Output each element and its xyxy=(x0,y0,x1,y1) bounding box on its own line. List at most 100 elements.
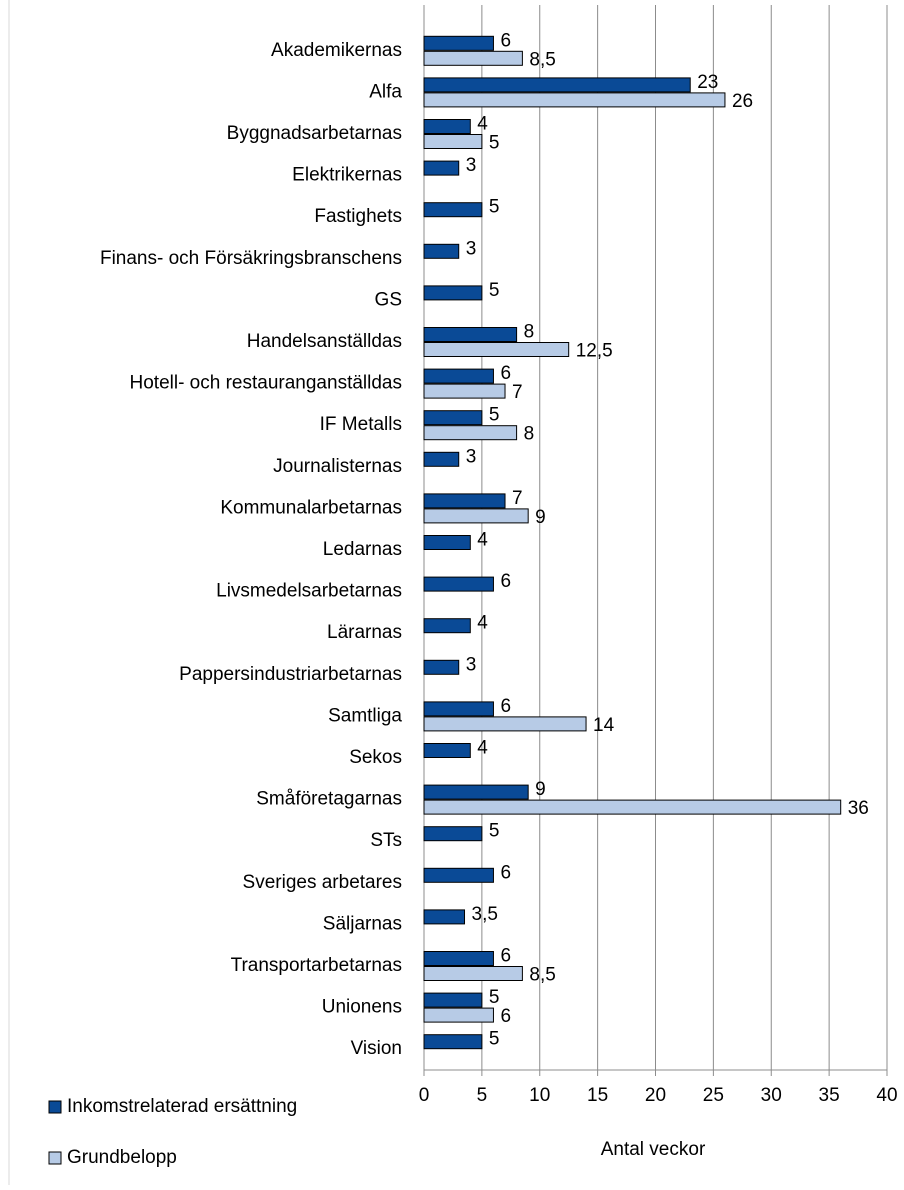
value-label: 6 xyxy=(500,30,511,51)
legend-label: Inkomstrelaterad ersättning xyxy=(67,1096,297,1117)
y-tick-label: Byggnadsarbetarnas xyxy=(227,123,402,144)
value-label: 5 xyxy=(489,133,500,154)
y-tick-label: Alfa xyxy=(369,81,402,102)
bar xyxy=(423,202,483,218)
legend-swatch xyxy=(48,1151,62,1165)
value-label: 26 xyxy=(732,91,753,112)
bar xyxy=(423,992,483,1008)
bar xyxy=(423,35,494,51)
value-label: 8,5 xyxy=(529,965,555,986)
value-label: 3,5 xyxy=(472,904,498,925)
value-label: 3 xyxy=(466,155,477,176)
value-label: 6 xyxy=(500,571,511,592)
value-label: 5 xyxy=(489,1029,500,1050)
y-tick-label: IF Metalls xyxy=(320,414,402,435)
bar xyxy=(423,285,483,301)
bar xyxy=(423,659,460,675)
bar xyxy=(423,342,570,357)
x-tick-label: 35 xyxy=(819,1085,840,1106)
y-tick-label: Handelsanställdas xyxy=(247,331,402,352)
y-tick-label: Sveriges arbetares xyxy=(243,872,402,893)
bar xyxy=(423,716,587,732)
bar xyxy=(423,951,494,966)
value-label: 6 xyxy=(500,1006,511,1027)
value-label: 5 xyxy=(489,405,500,426)
value-label: 23 xyxy=(697,72,718,93)
y-tick-label: Sekos xyxy=(349,747,402,768)
y-tick-label: Fastighets xyxy=(314,206,402,227)
bar xyxy=(423,451,460,467)
bar xyxy=(423,867,494,883)
y-tick-label: Livsmedelsarbetarnas xyxy=(216,581,402,602)
x-tick-label: 40 xyxy=(876,1085,897,1106)
bar xyxy=(423,425,518,441)
x-tick-label: 30 xyxy=(761,1085,782,1106)
y-tick-label: Säljarnas xyxy=(323,913,402,934)
value-label: 9 xyxy=(535,507,546,528)
value-label: 12,5 xyxy=(576,341,613,362)
bar xyxy=(423,77,691,93)
value-label: 36 xyxy=(848,798,869,819)
bar xyxy=(423,618,471,634)
bar xyxy=(423,493,506,509)
bar xyxy=(423,508,529,524)
bar xyxy=(423,327,518,342)
bar xyxy=(423,909,466,925)
y-tick-label: STs xyxy=(370,830,402,851)
y-tick-label: Småföretagarnas xyxy=(256,789,402,810)
x-tick-label: 25 xyxy=(703,1085,724,1106)
value-label: 6 xyxy=(500,862,511,883)
value-label: 3 xyxy=(466,238,477,259)
y-tick-label: Lärarnas xyxy=(327,622,402,643)
y-tick-label: Ledarnas xyxy=(323,539,402,560)
bar xyxy=(423,966,523,981)
y-tick-label: GS xyxy=(375,289,402,310)
value-label: 3 xyxy=(466,446,477,467)
bar xyxy=(423,701,494,717)
bar xyxy=(423,535,471,550)
bar xyxy=(423,92,726,108)
bar xyxy=(423,134,483,149)
y-tick-label: Elektrikernas xyxy=(292,165,402,186)
y-tick-label: Unionens xyxy=(322,997,402,1018)
y-tick-label: Samtliga xyxy=(328,705,402,726)
legend-label: Grundbelopp xyxy=(67,1147,177,1168)
value-label: 7 xyxy=(512,488,523,509)
value-label: 14 xyxy=(593,715,615,736)
x-tick-label: 0 xyxy=(419,1085,430,1106)
x-axis-title: Antal veckor xyxy=(601,1139,706,1160)
legend-swatch xyxy=(48,1100,62,1114)
value-label: 4 xyxy=(477,738,488,759)
x-tick-label: 20 xyxy=(645,1085,666,1106)
y-tick-label: Kommunalarbetarnas xyxy=(220,497,402,518)
value-label: 5 xyxy=(489,280,500,301)
y-tick-label: Journalisternas xyxy=(273,456,402,477)
bar xyxy=(423,410,483,426)
value-label: 6 xyxy=(500,946,511,967)
bar xyxy=(423,784,529,800)
bar xyxy=(423,383,506,399)
bar xyxy=(423,243,460,259)
bar xyxy=(423,119,471,134)
y-tick-label: Pappersindustriarbetarnas xyxy=(179,664,402,685)
bar xyxy=(423,743,471,758)
y-tick-label: Hotell- och restauranganställdas xyxy=(130,373,403,394)
value-label: 8 xyxy=(524,322,535,343)
value-label: 4 xyxy=(477,114,488,135)
value-label: 5 xyxy=(489,821,500,842)
value-label: 6 xyxy=(500,363,511,384)
value-label: 8 xyxy=(524,424,535,445)
bar xyxy=(423,826,483,842)
bar xyxy=(423,1007,494,1023)
value-label: 5 xyxy=(489,197,500,218)
value-label: 8,5 xyxy=(529,49,555,70)
x-tick-label: 15 xyxy=(587,1085,608,1106)
bar xyxy=(423,1034,483,1050)
y-tick-label: Transportarbetarnas xyxy=(231,955,402,976)
bar xyxy=(423,799,842,815)
y-tick-label: Vision xyxy=(351,1038,402,1059)
value-label: 5 xyxy=(489,987,500,1008)
y-tick-label: Finans- och Försäkringsbranschens xyxy=(100,248,402,269)
value-label: 7 xyxy=(512,382,523,403)
